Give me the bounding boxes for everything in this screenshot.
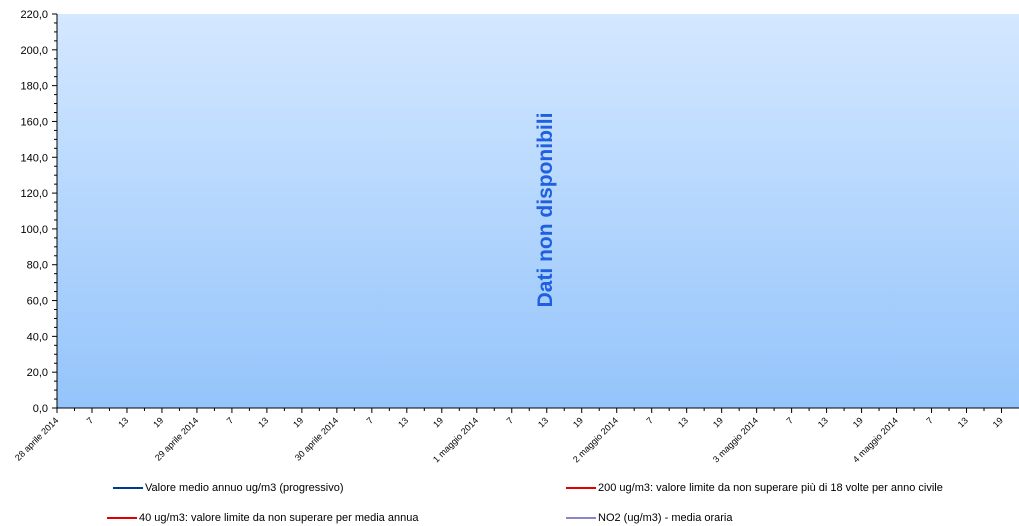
y-tick-label: 60,0 [27,296,48,308]
x-tick-label: 7 [644,415,655,426]
y-tick-label: 80,0 [27,260,48,272]
chart: 0,0 20,0 40,0 60,0 80,0 100,0 120,0 140,0 160,0 1… [13,9,1019,465]
x-tick-label: 19 [711,415,725,429]
x-tick-label: 7 [225,415,236,426]
legend-item-limit-200: 200 ug/m3: valore limite da non superare… [566,482,943,494]
x-tick-label: 7 [365,415,376,426]
legend-swatch [566,487,596,489]
x-tick-label: 7 [924,415,935,426]
y-tick-label: 200,0 [20,45,48,57]
y-tick-label: 120,0 [20,188,48,200]
y-tick-label: 140,0 [20,152,48,164]
legend-label: NO2 (ug/m3) - media oraria [598,512,733,524]
x-tick-label: 13 [256,415,270,429]
y-tick-label: 160,0 [20,116,48,128]
legend: Valore medio annuo ug/m3 (progressivo) 2… [0,474,1019,526]
x-tick-label: 19 [991,415,1005,429]
legend-item-no2-hourly: NO2 (ug/m3) - media oraria [566,512,733,524]
x-tick-label: 19 [291,415,305,429]
y-tick-label: 220,0 [20,9,48,21]
plot-area [57,14,1019,408]
x-tick-label: 13 [116,415,130,429]
legend-label: 200 ug/m3: valore limite da non superare… [598,482,943,494]
x-tick-label: 19 [571,415,585,429]
legend-swatch [107,517,137,519]
x-tick-label: 19 [431,415,445,429]
x-tick-label: 13 [816,415,830,429]
x-tick-label: 13 [536,415,550,429]
y-tick-label: 20,0 [27,367,48,379]
y-tick-label: 0,0 [33,403,48,415]
x-tick-label: 7 [85,415,96,426]
x-tick-label: 19 [151,415,165,429]
legend-item-annual-mean: Valore medio annuo ug/m3 (progressivo) [113,482,344,494]
x-tick-label: 13 [676,415,690,429]
legend-swatch [113,487,143,489]
legend-label: Valore medio annuo ug/m3 (progressivo) [145,482,344,494]
y-tick-label: 180,0 [20,81,48,93]
x-tick-label: 13 [396,415,410,429]
x-tick-label: 13 [956,415,970,429]
no-data-message: Dati non disponibili [534,113,557,308]
y-tick-label: 100,0 [20,224,48,236]
x-tick-label: 7 [784,415,795,426]
legend-label: 40 ug/m3: valore limite da non superare … [139,512,419,524]
y-tick-label: 40,0 [27,331,48,343]
x-tick-label: 7 [505,415,516,426]
x-tick-label: 28 aprile 2014 [13,415,60,462]
legend-item-limit-40: 40 ug/m3: valore limite da non superare … [107,512,418,524]
x-tick-label: 19 [851,415,865,429]
legend-swatch [566,517,596,519]
